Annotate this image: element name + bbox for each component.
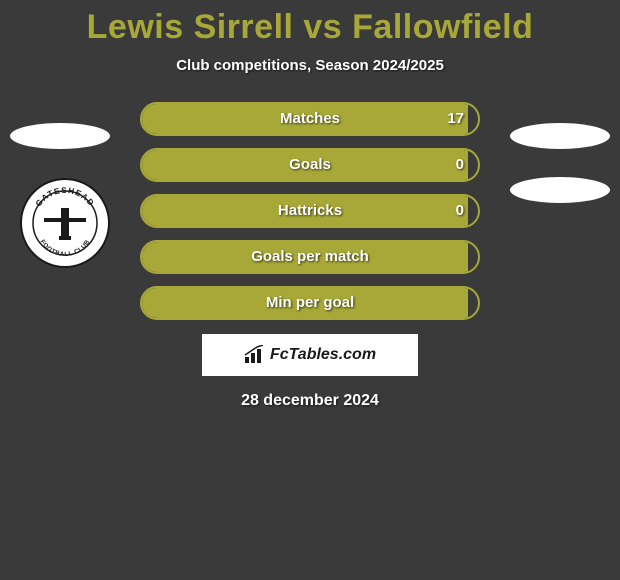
club-badge-gateshead: GATESHEAD FOOTBALL CLUB (20, 178, 110, 268)
stat-bar-label: Min per goal (142, 288, 478, 318)
stat-bar-value: 17 (447, 104, 464, 134)
stat-bar-matches: Matches 17 (140, 102, 480, 136)
stat-bar-min-per-goal: Min per goal (140, 286, 480, 320)
stat-bar-value: 0 (456, 196, 464, 226)
stat-bar-goals-per-match: Goals per match (140, 240, 480, 274)
stat-bar-goals: Goals 0 (140, 148, 480, 182)
stat-bar-label: Goals per match (142, 242, 478, 272)
player-photo-placeholder-left (10, 123, 110, 149)
club-badge-svg: GATESHEAD FOOTBALL CLUB (20, 178, 110, 268)
stat-bar-hattricks: Hattricks 0 (140, 194, 480, 228)
comparison-title: Lewis Sirrell vs Fallowfield (0, 0, 620, 47)
stat-bar-label: Hattricks (142, 196, 478, 226)
snapshot-date: 28 december 2024 (0, 392, 620, 410)
bar-chart-icon (244, 345, 266, 365)
stat-bar-label: Matches (142, 104, 478, 134)
brand-box[interactable]: FcTables.com (202, 334, 418, 376)
stat-bars: Matches 17 Goals 0 Hattricks 0 Goals per… (140, 102, 480, 320)
player-photo-placeholder-right-1 (510, 123, 610, 149)
stat-bar-label: Goals (142, 150, 478, 180)
brand-text: FcTables.com (270, 346, 376, 364)
comparison-subtitle: Club competitions, Season 2024/2025 (0, 57, 620, 74)
stat-bar-value: 0 (456, 150, 464, 180)
player-photo-placeholder-right-2 (510, 177, 610, 203)
